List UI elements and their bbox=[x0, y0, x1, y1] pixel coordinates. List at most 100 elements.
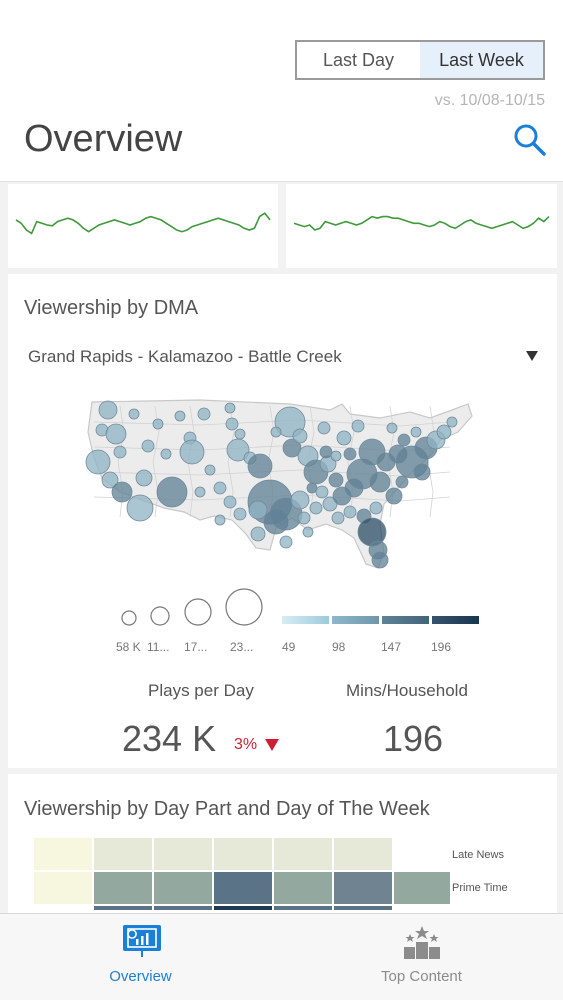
daypart-card-title: Viewership by Day Part and Day of The We… bbox=[24, 798, 430, 820]
dma-bubble[interactable] bbox=[247, 453, 273, 479]
dma-bubble[interactable] bbox=[386, 422, 398, 434]
heatmap-cell[interactable] bbox=[94, 872, 152, 904]
dma-bubble[interactable] bbox=[174, 410, 186, 422]
tab-overview[interactable]: Overview bbox=[0, 914, 281, 1000]
sparkline-card-right[interactable] bbox=[286, 184, 557, 268]
dma-bubble[interactable] bbox=[204, 464, 216, 476]
dma-bubble[interactable] bbox=[85, 449, 111, 475]
dma-bubble[interactable] bbox=[223, 495, 237, 509]
dma-bubble[interactable] bbox=[336, 430, 352, 446]
dma-bubble[interactable] bbox=[410, 426, 422, 438]
dma-bubble[interactable] bbox=[270, 426, 282, 438]
dma-bubble[interactable] bbox=[226, 438, 250, 462]
heatmap-cell[interactable] bbox=[274, 838, 332, 870]
heatmap-cell[interactable] bbox=[214, 838, 272, 870]
dma-bubble[interactable] bbox=[309, 501, 323, 515]
dma-bubble[interactable] bbox=[413, 463, 431, 481]
dma-selected-value: Grand Rapids - Kalamazoo - Battle Creek bbox=[28, 347, 342, 366]
dma-bubble[interactable] bbox=[126, 494, 154, 522]
comparison-range: vs. 10/08-10/15 bbox=[434, 92, 545, 109]
dma-bubble[interactable] bbox=[446, 416, 458, 428]
dma-bubble[interactable] bbox=[234, 428, 246, 440]
color-legend-label-2: 98 bbox=[332, 640, 346, 654]
dma-bubble[interactable] bbox=[395, 475, 409, 489]
dma-bubble[interactable] bbox=[369, 471, 391, 493]
dma-bubble[interactable] bbox=[179, 439, 205, 465]
dma-bubble[interactable] bbox=[98, 400, 118, 420]
dma-bubble[interactable] bbox=[113, 445, 127, 459]
dma-bubble[interactable] bbox=[141, 439, 155, 453]
dma-bubble[interactable] bbox=[343, 447, 357, 461]
dma-bubble[interactable] bbox=[371, 551, 389, 569]
dma-bubble[interactable] bbox=[101, 471, 119, 489]
dma-bubble[interactable] bbox=[436, 424, 452, 440]
dma-bubble[interactable] bbox=[248, 500, 268, 520]
dma-bubble[interactable] bbox=[385, 487, 403, 505]
dma-dropdown[interactable]: Grand Rapids - Kalamazoo - Battle Creek bbox=[28, 347, 538, 371]
dma-bubble[interactable] bbox=[152, 418, 164, 430]
plays-per-day-label: Plays per Day bbox=[148, 681, 254, 700]
dma-bubble[interactable] bbox=[213, 481, 227, 495]
dma-bubble[interactable] bbox=[194, 486, 206, 498]
dma-bubble[interactable] bbox=[343, 505, 357, 519]
size-legend-label-2: 11... bbox=[147, 640, 170, 654]
dma-bubble[interactable] bbox=[233, 507, 247, 521]
mins-household-label: Mins/Household bbox=[346, 681, 468, 700]
dma-bubble[interactable] bbox=[317, 421, 331, 435]
plays-per-day-value: 234 K bbox=[122, 718, 217, 759]
heatmap-cell[interactable] bbox=[154, 872, 212, 904]
heatmap-cell[interactable] bbox=[34, 872, 92, 904]
dma-bubble[interactable] bbox=[297, 511, 311, 525]
heatmap-cell[interactable] bbox=[154, 838, 212, 870]
dma-bubble[interactable] bbox=[292, 428, 308, 444]
dma-bubble[interactable] bbox=[315, 485, 329, 499]
dma-bubble[interactable] bbox=[290, 490, 310, 510]
dma-bubble[interactable] bbox=[351, 419, 365, 433]
heatmap-cell[interactable] bbox=[334, 838, 392, 870]
tab-top-content-label: Top Content bbox=[381, 968, 462, 985]
dma-bubble[interactable] bbox=[111, 481, 133, 503]
dma-bubble[interactable] bbox=[105, 423, 127, 445]
us-bubble-map[interactable] bbox=[80, 392, 490, 582]
dma-bubble[interactable] bbox=[224, 402, 236, 414]
dma-bubble[interactable] bbox=[214, 514, 226, 526]
dma-bubble[interactable] bbox=[397, 433, 411, 447]
heatmap-cell[interactable] bbox=[274, 872, 332, 904]
heatmap-cell[interactable] bbox=[154, 906, 212, 910]
heatmap-cell[interactable] bbox=[214, 906, 272, 910]
dma-bubble[interactable] bbox=[225, 417, 239, 431]
dma-bubble[interactable] bbox=[160, 448, 172, 460]
heatmap-cell[interactable] bbox=[274, 906, 332, 910]
last-day-tab[interactable]: Last Day bbox=[322, 49, 395, 70]
dma-bubble[interactable] bbox=[197, 407, 211, 421]
heatmap-cell[interactable] bbox=[214, 872, 272, 904]
dma-bubble[interactable] bbox=[156, 476, 188, 508]
dma-bubble[interactable] bbox=[250, 526, 266, 542]
dma-bubble[interactable] bbox=[319, 445, 333, 459]
dma-bubble[interactable] bbox=[128, 408, 140, 420]
last-week-tab[interactable]: Last Week bbox=[420, 42, 543, 78]
heatmap-cell[interactable] bbox=[94, 906, 152, 910]
dma-bubble[interactable] bbox=[279, 535, 293, 549]
heatmap-cell[interactable] bbox=[94, 838, 152, 870]
dma-bubble[interactable] bbox=[331, 511, 345, 525]
heatmap-cell[interactable] bbox=[334, 906, 392, 910]
dma-bubble[interactable] bbox=[135, 469, 153, 487]
heatmap-cell[interactable] bbox=[334, 872, 392, 904]
dma-bubble[interactable] bbox=[302, 526, 314, 538]
tab-top-content[interactable]: Top Content bbox=[281, 914, 562, 1000]
heatmap-cell[interactable] bbox=[394, 872, 450, 904]
dma-bubble[interactable] bbox=[306, 482, 318, 494]
sparkline-card-left[interactable] bbox=[8, 184, 278, 268]
dma-bubble[interactable] bbox=[322, 496, 338, 512]
dma-bubble[interactable] bbox=[369, 501, 383, 515]
dma-bubble[interactable] bbox=[330, 450, 342, 462]
size-legend-label-3: 17... bbox=[184, 640, 208, 654]
heatmap-cell[interactable] bbox=[34, 838, 92, 870]
dma-bubble[interactable] bbox=[282, 438, 302, 458]
dma-bubble[interactable] bbox=[328, 472, 344, 488]
search-icon[interactable] bbox=[512, 122, 548, 158]
time-range-segmented-control: Last Day Last Week bbox=[295, 40, 545, 80]
daypart-heatmap[interactable] bbox=[34, 838, 450, 913]
trend-down-icon bbox=[265, 739, 279, 751]
